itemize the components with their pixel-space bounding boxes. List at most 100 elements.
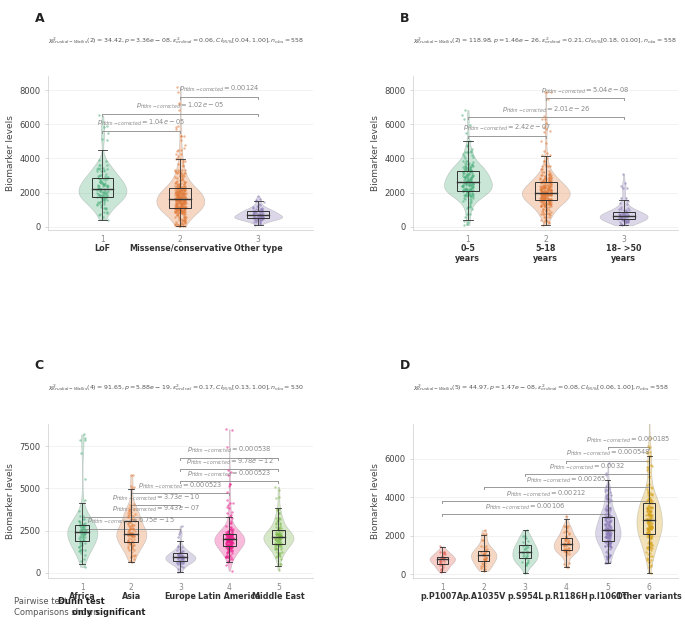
Point xyxy=(543,196,554,206)
Point xyxy=(540,191,551,201)
Point xyxy=(641,542,652,552)
Point xyxy=(171,183,182,193)
Point xyxy=(275,533,286,544)
Point xyxy=(460,164,471,175)
Point xyxy=(642,518,653,528)
Point xyxy=(176,199,187,210)
Point xyxy=(536,189,547,199)
Point xyxy=(542,208,553,218)
Point xyxy=(644,520,655,530)
Point xyxy=(538,195,549,205)
Point xyxy=(601,557,612,567)
Point xyxy=(127,531,138,541)
Point xyxy=(461,173,472,183)
Point xyxy=(438,552,449,563)
Point xyxy=(271,538,282,549)
Point xyxy=(605,542,616,552)
Point xyxy=(601,526,612,536)
Point xyxy=(173,552,184,562)
Point xyxy=(74,516,85,526)
Point xyxy=(92,199,103,210)
Point xyxy=(645,502,656,512)
Point xyxy=(177,204,188,215)
Point xyxy=(643,538,654,549)
Point xyxy=(462,202,473,212)
Point xyxy=(560,550,571,560)
Point xyxy=(542,215,553,225)
Point xyxy=(221,540,232,550)
Point xyxy=(536,161,547,171)
Point xyxy=(226,531,237,541)
Point xyxy=(537,114,548,124)
Point xyxy=(254,217,265,227)
Point xyxy=(464,166,475,176)
Point xyxy=(273,549,284,559)
Point xyxy=(75,521,86,531)
Point xyxy=(600,540,611,551)
Point xyxy=(545,189,556,199)
Point xyxy=(75,556,86,566)
Point xyxy=(543,168,554,178)
Point xyxy=(269,482,280,492)
Point xyxy=(176,201,187,211)
Point xyxy=(258,213,269,223)
Point xyxy=(461,163,472,173)
Point xyxy=(126,530,137,540)
Point xyxy=(462,166,473,176)
Point xyxy=(171,124,182,134)
Point xyxy=(273,528,284,538)
Point xyxy=(643,504,653,514)
Point xyxy=(223,465,234,476)
Point xyxy=(459,178,470,189)
Point xyxy=(619,218,630,228)
Point xyxy=(177,200,188,210)
Point xyxy=(645,532,656,542)
Point xyxy=(99,175,110,185)
Point xyxy=(97,187,108,197)
Point xyxy=(645,532,656,542)
Point xyxy=(174,196,185,206)
Point xyxy=(458,169,469,179)
Point xyxy=(223,557,234,567)
Point xyxy=(604,544,615,554)
Point xyxy=(438,552,449,563)
Point xyxy=(644,544,655,554)
Point xyxy=(457,182,468,192)
Point xyxy=(178,195,189,205)
Point xyxy=(479,564,490,574)
Point xyxy=(92,200,103,210)
Point xyxy=(175,548,186,558)
Point xyxy=(541,192,552,203)
Text: LoF: LoF xyxy=(95,244,110,253)
Point xyxy=(75,548,86,558)
Point xyxy=(225,539,236,549)
Point xyxy=(645,488,656,498)
Point xyxy=(225,510,236,520)
Point xyxy=(644,521,655,531)
Point xyxy=(605,528,616,538)
Point xyxy=(221,529,232,539)
Point xyxy=(129,554,140,564)
Point xyxy=(614,213,625,224)
Point xyxy=(540,193,551,203)
Point xyxy=(127,519,138,529)
Point xyxy=(175,203,186,213)
Point xyxy=(74,545,85,555)
Point xyxy=(92,164,103,174)
Point xyxy=(79,550,90,560)
Point xyxy=(602,512,613,522)
Point xyxy=(124,508,135,518)
Point xyxy=(601,529,612,539)
Point xyxy=(177,184,188,194)
Point xyxy=(179,192,190,202)
Point xyxy=(222,539,233,549)
Point xyxy=(541,204,552,215)
Point xyxy=(518,547,529,557)
Point xyxy=(463,189,474,199)
Point xyxy=(563,538,574,548)
Point xyxy=(644,527,655,537)
Point xyxy=(273,532,284,542)
Point xyxy=(99,166,110,177)
Point xyxy=(126,542,137,552)
Point xyxy=(177,188,188,198)
